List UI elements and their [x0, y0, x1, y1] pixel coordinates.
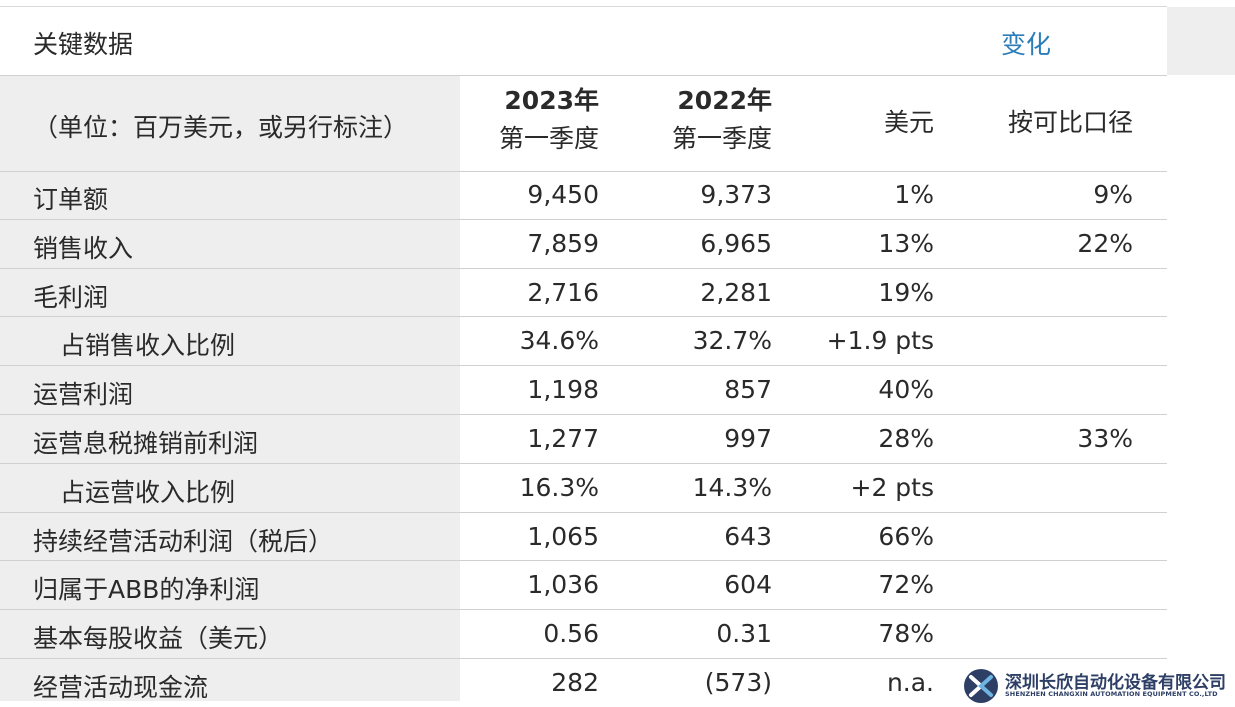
row-label: 运营息税摊销前利润 — [33, 428, 259, 458]
table-row: 经营活动现金流 282 (573) n.a. — [0, 659, 1167, 707]
header-2023-q1: 2023年 第一季度 — [460, 82, 599, 158]
header-2023-year: 2023年 — [504, 86, 599, 115]
table-row: 运营利润 1,198 857 40% — [0, 366, 1167, 415]
header-2022-q1: 2022年 第一季度 — [620, 82, 772, 158]
value-2022: 14.3% — [692, 472, 772, 502]
value-2023: 34.6% — [519, 326, 599, 356]
row-label: 经营活动现金流 — [33, 672, 209, 702]
value-2023: 2,716 — [527, 277, 599, 307]
value-2023: 1,198 — [527, 375, 599, 405]
table-row: 毛利润 2,716 2,281 19% — [0, 269, 1167, 318]
watermark-logo: 深圳长欣自动化设备有限公司 SHENZHEN CHANGXIN AUTOMATI… — [963, 666, 1233, 704]
table-row: 销售收入 7,859 6,965 13% 22% — [0, 220, 1167, 269]
table-body: 订单额 9,450 9,373 1% 9% 销售收入 7,859 6,965 1… — [0, 171, 1167, 707]
value-2022: 2,281 — [700, 277, 772, 307]
table-row: 运营息税摊销前利润 1,277 997 28% 33% — [0, 415, 1167, 464]
table-row: 基本每股收益（美元） 0.56 0.31 78% — [0, 610, 1167, 659]
header-usd: 美元 — [883, 108, 934, 137]
table-title: 关键数据 — [33, 30, 134, 59]
title-row: 关键数据 变化 — [0, 7, 1167, 76]
row-label: 持续经营活动利润（税后） — [33, 526, 334, 556]
value-2023: 16.3% — [519, 472, 599, 502]
value-2023: 282 — [551, 667, 599, 697]
row-label: 基本每股收益（美元） — [33, 624, 284, 654]
value-2022: 997 — [724, 423, 772, 453]
value-2023: 9,450 — [527, 180, 599, 209]
change-header: 变化 — [1001, 30, 1052, 59]
value-2023: 7,859 — [527, 228, 599, 258]
value-2023: 0.56 — [543, 619, 599, 649]
header-2022-year: 2022年 — [677, 86, 772, 115]
header-2022-quarter: 第一季度 — [671, 124, 772, 153]
value-2022: 643 — [724, 521, 772, 551]
change-usd: 72% — [878, 570, 934, 600]
value-2022: 6,965 — [700, 228, 772, 258]
change-usd: +2 pts — [850, 472, 935, 502]
row-label: 订单额 — [33, 185, 109, 214]
watermark-name-en: SHENZHEN CHANGXIN AUTOMATION EQUIPMENT C… — [1005, 690, 1218, 698]
header-2023-quarter: 第一季度 — [498, 124, 599, 153]
change-usd: 28% — [878, 423, 934, 453]
table-row: 订单额 9,450 9,373 1% 9% — [0, 171, 1167, 220]
top-rule — [0, 6, 1167, 7]
change-usd: 1% — [894, 180, 934, 209]
corner-shade — [1167, 7, 1235, 75]
row-label: 占销售收入比例 — [60, 331, 236, 361]
table-row: 持续经营活动利润（税后） 1,065 643 66% — [0, 513, 1167, 562]
change-usd: 66% — [878, 521, 934, 551]
table-row: 占运营收入比例 16.3% 14.3% +2 pts — [0, 464, 1167, 513]
value-2022: 0.31 — [716, 619, 772, 649]
row-label: 销售收入 — [33, 233, 134, 263]
value-2022: (573) — [704, 667, 772, 697]
row-label: 占运营收入比例 — [60, 477, 236, 507]
unit-note: （单位：百万美元，或另行标注） — [33, 113, 409, 142]
table-row: 占销售收入比例 34.6% 32.7% +1.9 pts — [0, 317, 1167, 367]
header-comparable: 按可比口径 — [1007, 108, 1133, 137]
change-usd: 19% — [878, 277, 934, 307]
change-usd: 78% — [878, 619, 934, 649]
value-2022: 604 — [724, 570, 772, 600]
change-usd: 40% — [878, 375, 934, 405]
row-label: 归属于ABB的净利润 — [33, 575, 260, 605]
change-usd: n.a. — [886, 667, 934, 697]
table-row: 归属于ABB的净利润 1,036 604 72% — [0, 561, 1167, 611]
label-column-background — [0, 76, 460, 701]
value-2022: 9,373 — [700, 180, 772, 209]
company-logo-icon — [964, 669, 998, 703]
change-usd: +1.9 pts — [826, 326, 934, 356]
change-comparable: 22% — [1077, 228, 1133, 258]
value-2022: 857 — [724, 375, 772, 405]
watermark-name-cn: 深圳长欣自动化设备有限公司 — [1005, 673, 1226, 693]
value-2023: 1,065 — [527, 521, 599, 551]
change-comparable: 9% — [1093, 180, 1133, 209]
row-label: 运营利润 — [33, 380, 134, 410]
value-2023: 1,036 — [527, 570, 599, 600]
row-label: 毛利润 — [33, 282, 109, 312]
value-2023: 1,277 — [527, 423, 599, 453]
change-comparable: 33% — [1077, 423, 1133, 453]
value-2022: 32.7% — [692, 326, 772, 356]
change-usd: 13% — [878, 228, 934, 258]
column-header-row: （单位：百万美元，或另行标注） 2023年 第一季度 2022年 第一季度 美元… — [0, 76, 1167, 172]
